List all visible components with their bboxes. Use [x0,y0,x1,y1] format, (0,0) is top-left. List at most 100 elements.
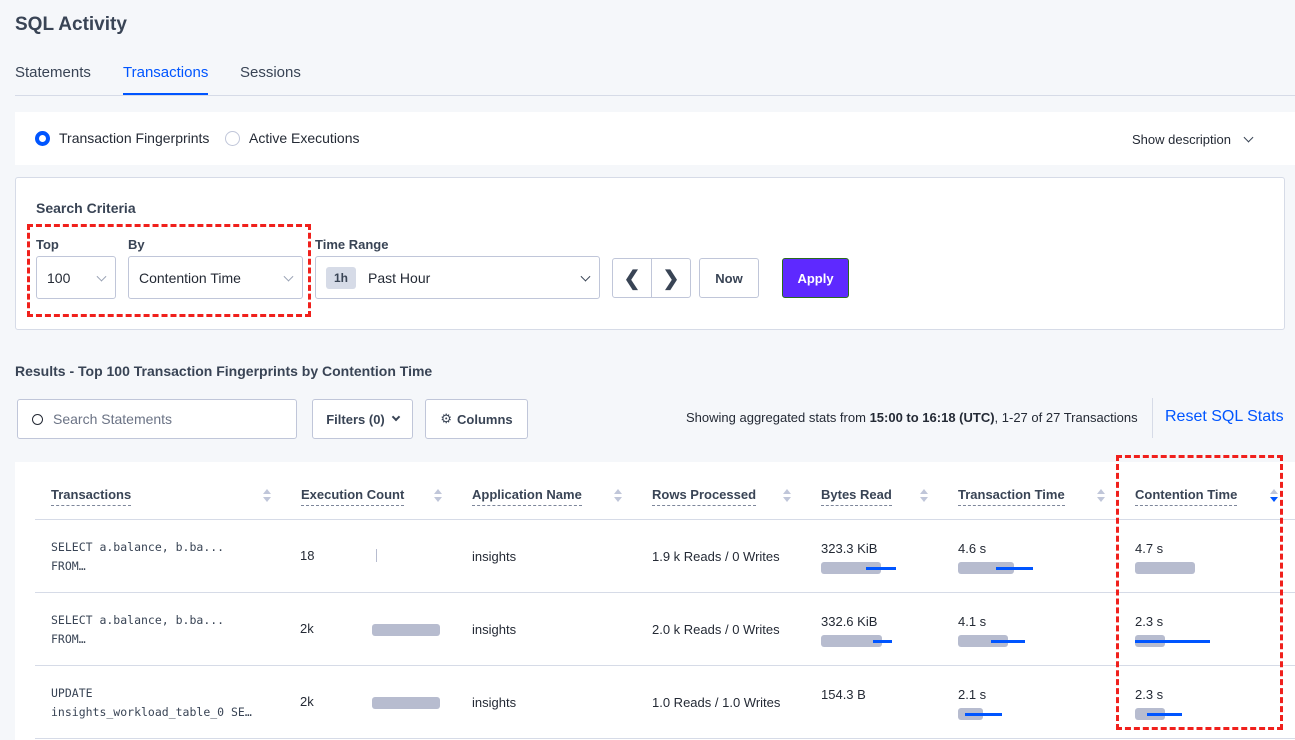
show-description-button[interactable]: Show description [1132,132,1254,147]
header-contention-time[interactable]: Contention Time [1135,487,1238,506]
header-transactions[interactable]: Transactions [51,487,132,506]
active-executions-label[interactable]: Active Executions [249,130,360,146]
stddev-line [991,640,1025,643]
radio-fingerprints[interactable] [35,131,50,146]
execution-count-bar [372,697,440,709]
tab-statements[interactable]: Statements [15,64,91,81]
header-divider [35,519,1295,520]
range-value: Past Hour [368,269,431,286]
table-row[interactable]: SELECT a.balance, b.ba... FROM… 2k insigh… [35,593,1295,666]
txn-line: SELECT a.balance, b.ba... [51,613,225,627]
application-name: insights [472,695,517,710]
sort-icon[interactable] [783,489,791,503]
contention-time: 4.7 s [1135,541,1164,556]
search-criteria-heading: Search Criteria [36,200,136,216]
chevron-left-icon: ❮ [623,267,641,290]
header-bytes-read[interactable]: Bytes Read [821,487,892,506]
reset-sql-stats-link[interactable]: Reset SQL Stats [1165,408,1284,425]
results-summary: Showing aggregated stats from 15:00 to 1… [686,410,1138,425]
radio-active-executions[interactable] [225,131,240,146]
apply-button[interactable]: Apply [782,258,849,298]
transaction-time: 2.1 s [958,687,987,702]
stddev-line [866,567,896,570]
bytes-read: 332.6 KiB [821,614,878,629]
sort-icon[interactable] [434,489,442,503]
top-value: 100 [47,269,71,286]
by-label: By [128,237,145,252]
fingerprints-label[interactable]: Transaction Fingerprints [59,130,210,146]
stddev-line [995,567,1033,570]
search-placeholder: Search Statements [53,411,173,427]
txn-line: insights_workload_table_0 SE… [51,705,252,719]
now-button[interactable]: Now [699,258,759,298]
table-row[interactable]: UPDATE insights_workload_table_0 SE… 2k i… [35,666,1295,739]
divider [1152,398,1153,438]
chevron-down-icon [1243,132,1254,143]
time-range-select[interactable]: 1h Past Hour [315,256,600,299]
table-row[interactable]: SELECT a.balance, b.ba... FROM… 18 insigh… [35,520,1295,593]
transactions-table [15,462,1295,740]
header-transaction-time[interactable]: Transaction Time [958,487,1065,506]
txn-line: UPDATE [51,686,93,700]
transaction-time: 4.1 s [958,614,987,629]
header-application-name[interactable]: Application Name [472,487,582,506]
show-description-label: Show description [1132,132,1231,147]
columns-button[interactable]: ⚙ Columns [425,399,528,439]
rows-processed: 1.9 k Reads / 0 Writes [652,549,780,564]
mean-bar [1135,562,1195,574]
top-label: Top [36,237,59,252]
by-value: Contention Time [139,269,241,286]
mean-bar [821,562,881,574]
transaction-time: 4.6 s [958,541,987,556]
stddev-line [964,713,1003,716]
summary-range: 15:00 to 16:18 (UTC) [869,410,995,425]
transaction-fingerprint[interactable]: UPDATE insights_workload_table_0 SE… [51,684,252,722]
top-select[interactable]: 100 [36,256,116,299]
transaction-fingerprint[interactable]: SELECT a.balance, b.ba... FROM… [51,538,224,576]
execution-count: 2k [300,694,314,709]
previous-range-button[interactable]: ❮ [612,258,652,298]
tab-sessions[interactable]: Sessions [240,64,301,81]
active-tab-indicator [123,93,208,95]
page-title: SQL Activity [15,14,127,35]
sort-icon[interactable] [920,489,928,503]
search-icon [32,413,43,425]
sort-icon[interactable] [263,489,271,503]
bytes-read: 154.3 B [821,687,866,702]
stddev-line [1135,640,1210,643]
stddev-line [872,640,893,643]
next-range-button[interactable]: ❯ [651,258,691,298]
search-statements-input[interactable]: Search Statements [17,399,297,439]
transaction-fingerprint[interactable]: SELECT a.balance, b.ba... FROM… [51,611,224,649]
by-select[interactable]: Contention Time [128,256,303,299]
application-name: insights [472,622,517,637]
rows-processed: 2.0 k Reads / 0 Writes [652,622,780,637]
gear-icon: ⚙ [440,411,453,426]
view-selector: Transaction Fingerprints Active Executio… [15,112,1295,165]
filters-button[interactable]: Filters (0) [312,399,413,439]
execution-count-bar [376,549,377,562]
execution-count: 2k [300,621,314,636]
sort-icon[interactable] [614,489,622,503]
bytes-read: 323.3 KiB [821,541,878,556]
sort-descending-icon[interactable] [1270,489,1278,503]
header-rows-processed[interactable]: Rows Processed [652,487,757,506]
chevron-right-icon: ❯ [662,267,680,290]
mean-bar [821,635,882,647]
sort-icon[interactable] [1097,489,1105,503]
filters-label: Filters (0) [326,411,385,427]
summary-prefix: Showing aggregated stats from [686,410,870,425]
txn-line: SELECT a.balance, b.ba... [51,540,225,554]
chevron-down-icon [580,271,591,282]
mean-bar [958,562,1015,574]
search-criteria-panel [15,177,1285,330]
tab-transactions[interactable]: Transactions [123,64,209,81]
contention-time: 2.3 s [1135,687,1164,702]
time-range-label: Time Range [315,237,389,252]
results-title: Results - Top 100 Transaction Fingerprin… [15,363,433,379]
contention-time: 2.3 s [1135,614,1164,629]
txn-line: FROM… [51,632,86,646]
txn-line: FROM… [51,559,86,573]
execution-count: 18 [300,548,315,563]
header-execution-count[interactable]: Execution Count [301,487,405,506]
